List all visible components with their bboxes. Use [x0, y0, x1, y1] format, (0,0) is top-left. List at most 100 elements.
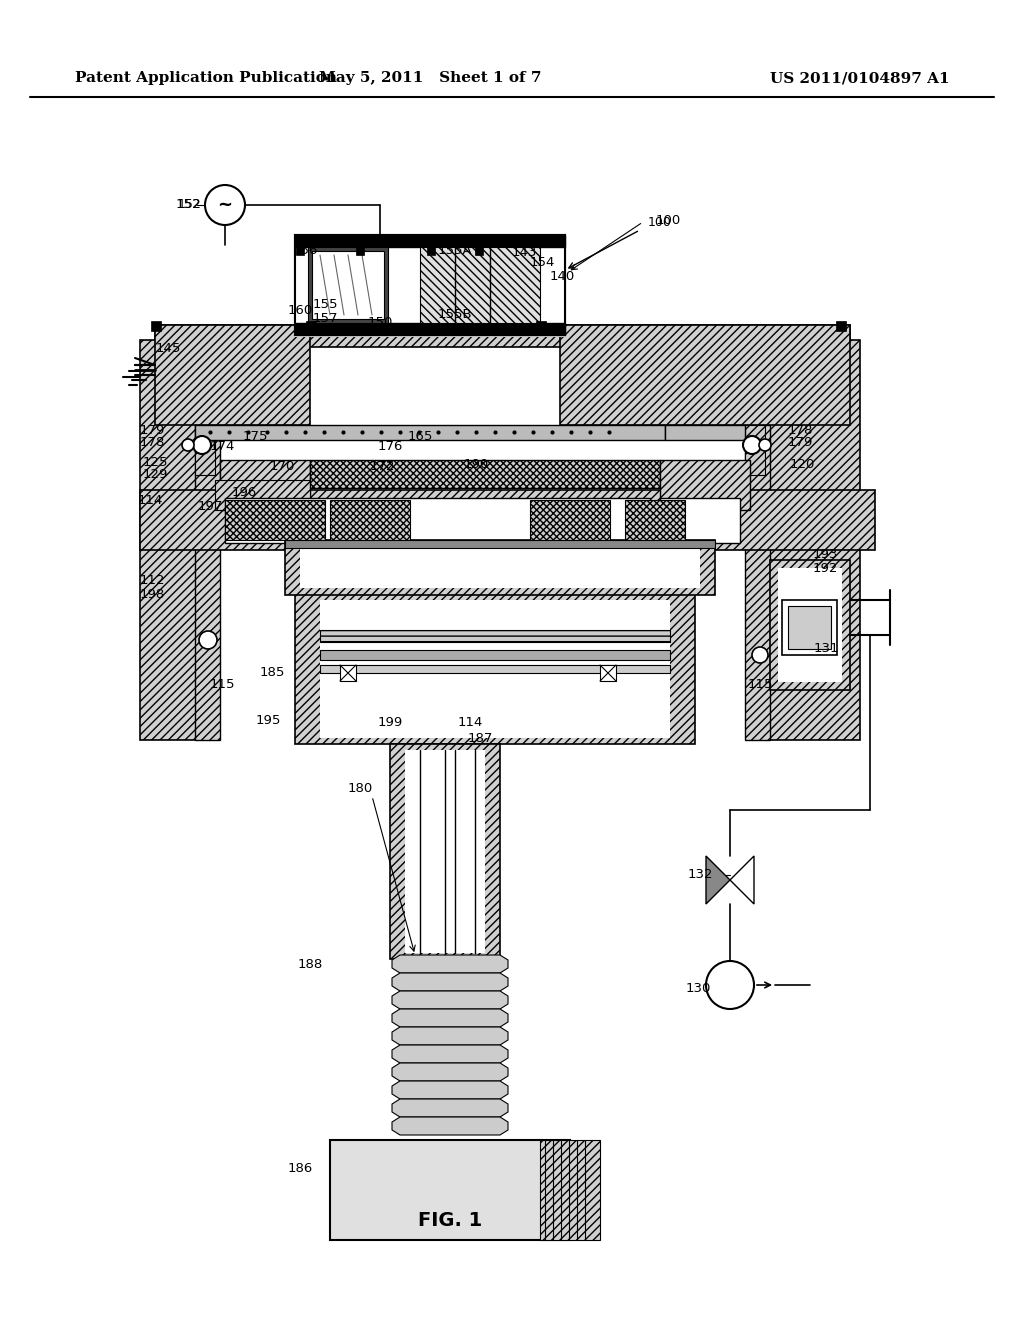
- Text: Patent Application Publication: Patent Application Publication: [75, 71, 337, 84]
- Bar: [560, 325, 850, 425]
- Bar: [151, 321, 161, 331]
- Bar: [296, 323, 304, 331]
- Text: 187: 187: [467, 731, 493, 744]
- Bar: [660, 459, 750, 510]
- Text: 198: 198: [139, 589, 165, 602]
- Bar: [295, 594, 695, 744]
- Circle shape: [759, 440, 771, 451]
- Bar: [406, 750, 485, 953]
- Bar: [306, 321, 316, 331]
- Text: 154: 154: [529, 256, 555, 268]
- Text: 100: 100: [648, 215, 672, 228]
- Bar: [420, 247, 540, 323]
- Bar: [195, 425, 215, 475]
- Bar: [760, 341, 860, 741]
- Bar: [475, 323, 483, 331]
- Text: 195: 195: [255, 714, 281, 726]
- Bar: [319, 665, 670, 673]
- Bar: [195, 425, 665, 440]
- Text: 129: 129: [142, 467, 168, 480]
- Text: ~: ~: [217, 195, 232, 214]
- Circle shape: [199, 631, 217, 649]
- Polygon shape: [730, 855, 754, 904]
- Text: 199: 199: [378, 717, 402, 730]
- Circle shape: [193, 436, 211, 454]
- Bar: [356, 247, 364, 255]
- Bar: [225, 498, 650, 543]
- Text: 131: 131: [813, 642, 839, 655]
- Text: 114: 114: [137, 494, 163, 507]
- Text: 156: 156: [292, 243, 317, 256]
- Bar: [600, 665, 616, 681]
- Text: 143: 143: [511, 247, 537, 260]
- Text: 170: 170: [269, 461, 295, 474]
- Text: 180: 180: [347, 781, 373, 795]
- Polygon shape: [392, 1027, 508, 1045]
- Bar: [660, 498, 740, 543]
- Bar: [427, 247, 435, 255]
- Text: 193: 193: [812, 549, 838, 561]
- Text: 150: 150: [368, 315, 392, 329]
- Circle shape: [205, 185, 245, 224]
- Text: 172: 172: [370, 461, 394, 474]
- Text: 155A: 155A: [437, 243, 472, 256]
- Bar: [220, 459, 310, 510]
- Bar: [319, 630, 670, 642]
- Polygon shape: [392, 1063, 508, 1081]
- Bar: [310, 459, 660, 488]
- Text: 160: 160: [288, 304, 312, 317]
- Bar: [300, 545, 700, 587]
- Text: 196: 196: [231, 486, 257, 499]
- Bar: [788, 606, 831, 649]
- Text: 185: 185: [259, 667, 285, 680]
- Bar: [295, 323, 565, 335]
- Bar: [295, 235, 565, 337]
- Text: 155: 155: [312, 298, 338, 312]
- Bar: [536, 321, 546, 331]
- Text: US 2011/0104897 A1: US 2011/0104897 A1: [770, 71, 950, 84]
- Bar: [625, 500, 685, 540]
- Bar: [782, 601, 837, 655]
- Circle shape: [752, 647, 768, 663]
- Polygon shape: [392, 991, 508, 1008]
- Bar: [390, 744, 500, 960]
- Bar: [778, 568, 842, 682]
- Polygon shape: [392, 1081, 508, 1100]
- Text: 188: 188: [297, 958, 323, 972]
- Bar: [215, 480, 310, 510]
- Text: May 5, 2011   Sheet 1 of 7: May 5, 2011 Sheet 1 of 7: [318, 71, 542, 84]
- Polygon shape: [392, 954, 508, 973]
- Bar: [155, 325, 850, 347]
- Polygon shape: [392, 1045, 508, 1063]
- Bar: [475, 247, 483, 255]
- Text: 115: 115: [748, 678, 773, 692]
- Text: 179: 179: [787, 437, 813, 450]
- Text: 155B: 155B: [437, 309, 472, 322]
- Bar: [295, 235, 565, 335]
- Bar: [140, 341, 200, 741]
- Bar: [319, 649, 670, 660]
- Circle shape: [706, 961, 754, 1008]
- Bar: [319, 601, 670, 738]
- Bar: [296, 247, 304, 255]
- Text: 145: 145: [156, 342, 180, 355]
- Bar: [330, 500, 410, 540]
- Bar: [530, 500, 610, 540]
- Bar: [745, 425, 770, 741]
- Text: 114: 114: [458, 717, 482, 730]
- Text: 152: 152: [178, 198, 202, 211]
- Bar: [356, 323, 364, 331]
- Bar: [285, 540, 715, 548]
- Bar: [540, 1140, 600, 1239]
- Bar: [225, 498, 650, 543]
- Polygon shape: [392, 1008, 508, 1027]
- Bar: [312, 251, 384, 319]
- Text: 197: 197: [198, 500, 222, 513]
- Bar: [340, 665, 356, 681]
- Bar: [427, 323, 435, 331]
- Bar: [155, 325, 310, 425]
- Bar: [140, 490, 874, 550]
- Polygon shape: [706, 855, 730, 904]
- Text: 186: 186: [288, 1162, 312, 1175]
- Bar: [330, 1140, 570, 1239]
